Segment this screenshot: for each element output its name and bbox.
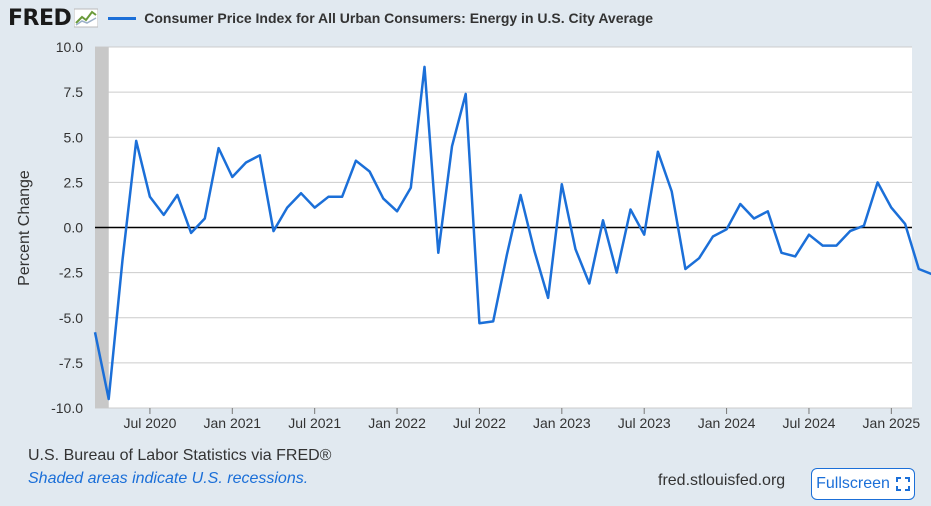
y-tick-label: 5.0 <box>64 129 84 145</box>
recession-note: Shaded areas indicate U.S. recessions. <box>28 470 309 487</box>
y-tick-label: -2.5 <box>59 265 83 281</box>
fullscreen-label: Fullscreen <box>816 475 890 492</box>
y-tick-label: 7.5 <box>64 84 84 100</box>
x-tick-label: Jan 2024 <box>698 415 756 431</box>
source-label: U.S. Bureau of Labor Statistics via FRED… <box>28 447 331 465</box>
y-tick-label: 2.5 <box>64 174 84 190</box>
chart-svg: 10.0 7.5 5.0 2.5 0.0 -2.5 -5.0 -7.5 -10.0 Jul 20… <box>16 39 931 431</box>
legend-series-title: Consumer Price Index for All Urban Consu… <box>144 10 654 26</box>
y-axis-ticks: 10.0 7.5 5.0 2.5 0.0 -2.5 -5.0 -7.5 -10.0 <box>51 39 83 416</box>
y-tick-label: 10.0 <box>56 39 83 55</box>
x-tick-label: Jan 2025 <box>863 415 921 431</box>
x-tick-label: Jul 2024 <box>782 415 835 431</box>
y-tick-label: -10.0 <box>51 400 83 416</box>
source-text: U.S. Bureau of Labor Statistics via FRED… <box>28 447 332 464</box>
y-tick-label: -7.5 <box>59 355 83 371</box>
fred-logo-graph-icon <box>74 8 99 28</box>
fullscreen-icon <box>895 477 910 491</box>
chart-header: FRED Consumer Price Index for All Urban … <box>8 5 653 31</box>
x-tick-label: Jan 2022 <box>368 415 426 431</box>
fullscreen-button[interactable]: Fullscreen <box>811 468 915 500</box>
y-tick-label: -5.0 <box>59 310 83 326</box>
x-tick-label: Jul 2020 <box>123 415 176 431</box>
fred-logo[interactable]: FRED <box>8 5 72 31</box>
x-axis-ticks: Jul 2020 Jan 2021 Jul 2021 Jan 2022 Jul 2022… <box>123 408 920 431</box>
legend-line-icon <box>108 16 137 20</box>
x-tick-label: Jan 2021 <box>203 415 261 431</box>
site-url[interactable]: fred.stlouisfed.org <box>658 472 786 489</box>
x-tick-label: Jul 2023 <box>618 415 671 431</box>
series-layer <box>93 65 931 401</box>
series-line <box>93 65 931 401</box>
y-axis-label: Percent Change <box>16 170 33 286</box>
x-tick-label: Jul 2022 <box>453 415 506 431</box>
x-tick-label: Jul 2021 <box>288 415 341 431</box>
y-tick-label: 0.0 <box>64 220 84 236</box>
x-tick-label: Jan 2023 <box>533 415 591 431</box>
